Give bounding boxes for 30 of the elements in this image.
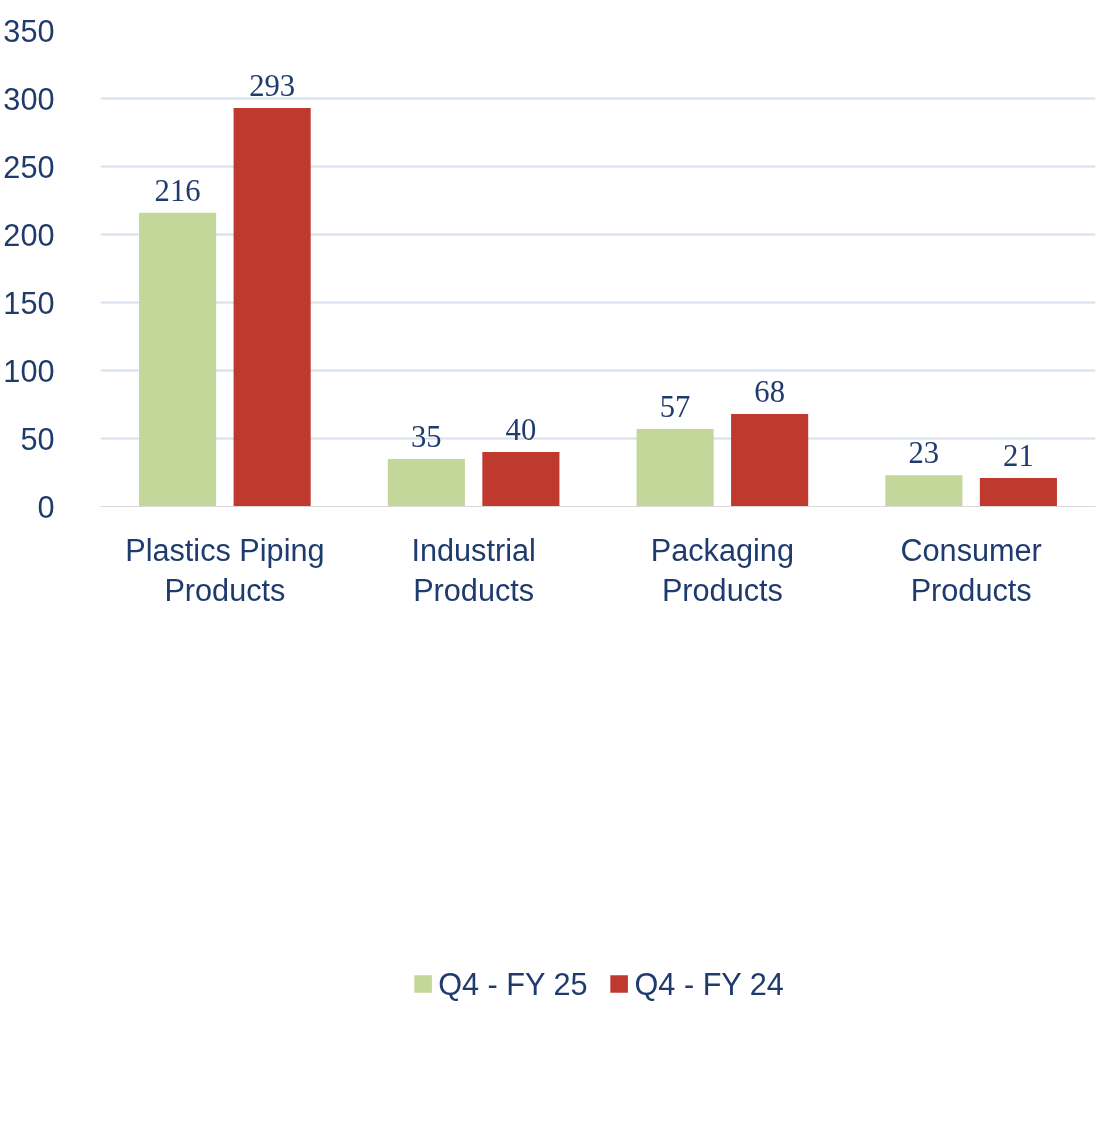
y-tick-label: 100 (3, 353, 55, 388)
x-tick-label: Plastics Piping Products (125, 532, 325, 608)
bar (233, 108, 311, 507)
y-tick-label: 250 (3, 149, 55, 184)
data-label: 35 (411, 419, 442, 454)
y-tick-label: 200 (3, 217, 55, 252)
y-tick-label: 150 (3, 285, 55, 320)
bar (731, 414, 809, 507)
y-tick-label: 50 (20, 421, 55, 456)
bar (387, 458, 465, 507)
y-tick-label: 300 (3, 81, 55, 116)
data-label: 216 (154, 173, 201, 208)
legend-label: Q4 - FY 24 (634, 966, 784, 1002)
data-label: 57 (659, 389, 691, 424)
x-tick-label: Consumer Products (900, 532, 1042, 608)
data-label: 293 (249, 69, 296, 104)
y-tick-label: 0 (37, 489, 55, 524)
x-tick-label: Industrial Products (411, 532, 536, 608)
data-label: 23 (908, 436, 940, 471)
bar (979, 477, 1057, 507)
x-tick-label: Packaging Products (650, 532, 794, 608)
bar (482, 452, 560, 507)
data-label: 40 (505, 413, 537, 448)
bar (636, 428, 714, 507)
bar (885, 475, 963, 507)
bar (139, 212, 217, 507)
y-tick-label: 350 (3, 13, 55, 48)
data-label: 21 (1003, 438, 1034, 473)
data-label: 68 (754, 375, 785, 410)
legend-label: Q4 - FY 25 (438, 966, 588, 1002)
